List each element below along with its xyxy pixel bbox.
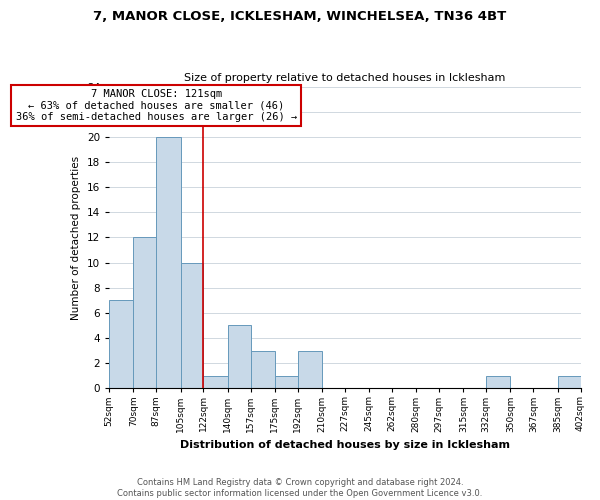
Title: Size of property relative to detached houses in Icklesham: Size of property relative to detached ho…	[184, 73, 505, 83]
Bar	[227, 326, 251, 388]
X-axis label: Distribution of detached houses by size in Icklesham: Distribution of detached houses by size …	[180, 440, 510, 450]
Text: 7 MANOR CLOSE: 121sqm
← 63% of detached houses are smaller (46)
36% of semi-deta: 7 MANOR CLOSE: 121sqm ← 63% of detached …	[16, 89, 297, 122]
Text: Contains HM Land Registry data © Crown copyright and database right 2024.
Contai: Contains HM Land Registry data © Crown c…	[118, 478, 482, 498]
Bar	[109, 300, 133, 388]
Bar	[203, 376, 227, 388]
Bar	[156, 137, 181, 388]
Bar	[298, 350, 322, 389]
Text: 7, MANOR CLOSE, ICKLESHAM, WINCHELSEA, TN36 4BT: 7, MANOR CLOSE, ICKLESHAM, WINCHELSEA, T…	[94, 10, 506, 23]
Bar	[486, 376, 511, 388]
Bar	[557, 376, 581, 388]
Bar	[275, 376, 298, 388]
Bar	[133, 238, 156, 388]
Bar	[181, 262, 203, 388]
Y-axis label: Number of detached properties: Number of detached properties	[71, 156, 81, 320]
Bar	[251, 350, 275, 389]
